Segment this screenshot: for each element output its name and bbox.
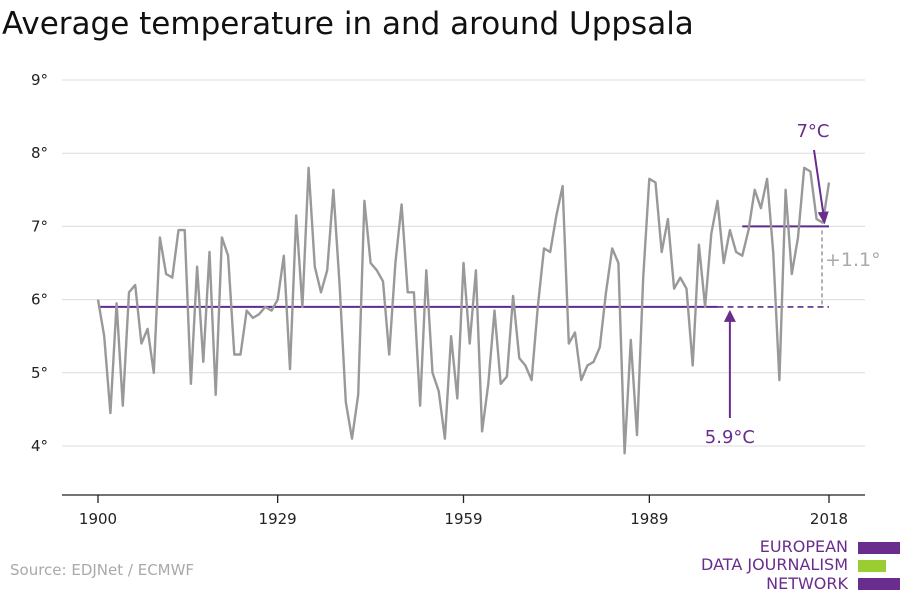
x-tick-label: 1900: [79, 510, 117, 528]
logo-line-3: NETWORK: [766, 574, 848, 593]
recent-arrow-shaft: [813, 149, 825, 213]
source-note: Source: EDJNet / ECMWF: [10, 561, 195, 579]
x-tick-label: 1929: [259, 510, 297, 528]
y-tick-label: 7°: [31, 217, 48, 235]
recent-arrowhead: [817, 211, 829, 225]
baseline-label: 5.9°C: [705, 427, 755, 448]
logo-bar-2: [858, 560, 886, 572]
chart-title: Average temperature in and around Uppsal…: [2, 6, 694, 42]
recent-label: 7°C: [796, 121, 829, 142]
difference-label: +1.1°: [825, 249, 881, 271]
logo-bar-3: [858, 578, 900, 590]
series-line: [96, 166, 831, 455]
logo-line-1: EUROPEAN: [759, 537, 848, 556]
y-tick-label: 5°: [31, 364, 48, 382]
logo-bar-1: [858, 542, 900, 554]
x-tick-label: 1959: [444, 510, 482, 528]
annotations: 5.9°C 7°C +1.1°: [705, 121, 881, 448]
y-tick-label: 8°: [31, 144, 48, 162]
edjnet-logo: EUROPEAN DATA JOURNALISM NETWORK: [700, 537, 900, 596]
y-tick-label: 4°: [31, 437, 48, 455]
y-tick-label: 6°: [31, 291, 48, 309]
y-tick-label: 9°: [31, 71, 48, 89]
x-tick-label: 2018: [810, 510, 848, 528]
reference-lines: [98, 225, 829, 308]
logo-line-2: DATA JOURNALISM: [701, 555, 848, 574]
y-tick-labels: 4° 5° 6° 7° 8° 9°: [31, 71, 48, 455]
x-axis: 1900 1929 1959 1989 2018: [62, 494, 865, 528]
x-tick-label: 1989: [630, 510, 668, 528]
baseline-arrowhead: [723, 309, 736, 322]
